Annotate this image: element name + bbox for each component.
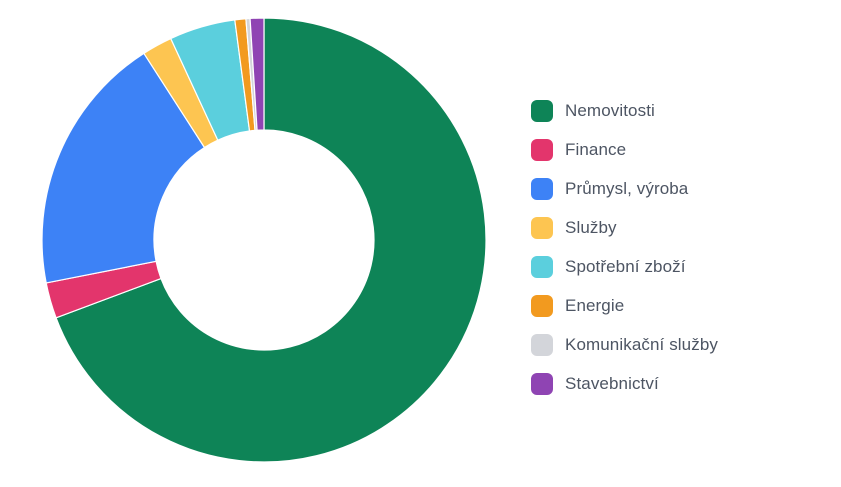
- legend-item-spotrebni-zbozi[interactable]: Spotřební zboží: [531, 247, 718, 286]
- chart-legend: Nemovitosti Finance Průmysl, výroba Služby S…: [531, 91, 718, 403]
- legend-item-prumysl-vyroba[interactable]: Průmysl, výroba: [531, 169, 718, 208]
- legend-label: Služby: [565, 217, 617, 237]
- legend-swatch: [531, 333, 553, 356]
- legend-swatch: [531, 99, 553, 122]
- legend-label: Průmysl, výroba: [565, 178, 689, 198]
- slice-nemovitosti[interactable]: [55, 17, 487, 463]
- legend-swatch: [531, 294, 553, 317]
- legend-label: Komunikační služby: [565, 334, 718, 354]
- legend-label: Finance: [565, 139, 627, 159]
- legend-item-komunikacni-sluzby[interactable]: Komunikační služby: [531, 325, 718, 364]
- legend-label: Spotřební zboží: [565, 256, 686, 276]
- legend-label: Nemovitosti: [565, 100, 655, 120]
- legend-label: Stavebnictví: [565, 373, 659, 393]
- legend-swatch: [531, 255, 553, 278]
- legend-swatch: [531, 216, 553, 239]
- slice-prumysl-vyroba[interactable]: [41, 52, 206, 284]
- legend-label: Energie: [565, 295, 625, 315]
- legend-swatch: [531, 177, 553, 200]
- legend-item-energie[interactable]: Energie: [531, 286, 718, 325]
- legend-item-finance[interactable]: Finance: [531, 130, 718, 169]
- slice-stavebnictvi[interactable]: [249, 17, 265, 131]
- legend-swatch: [531, 372, 553, 395]
- legend-item-stavebnictvi[interactable]: Stavebnictví: [531, 364, 718, 403]
- legend-swatch: [531, 138, 553, 161]
- legend-item-sluzby[interactable]: Služby: [531, 208, 718, 247]
- legend-item-nemovitosti[interactable]: Nemovitosti: [531, 91, 718, 130]
